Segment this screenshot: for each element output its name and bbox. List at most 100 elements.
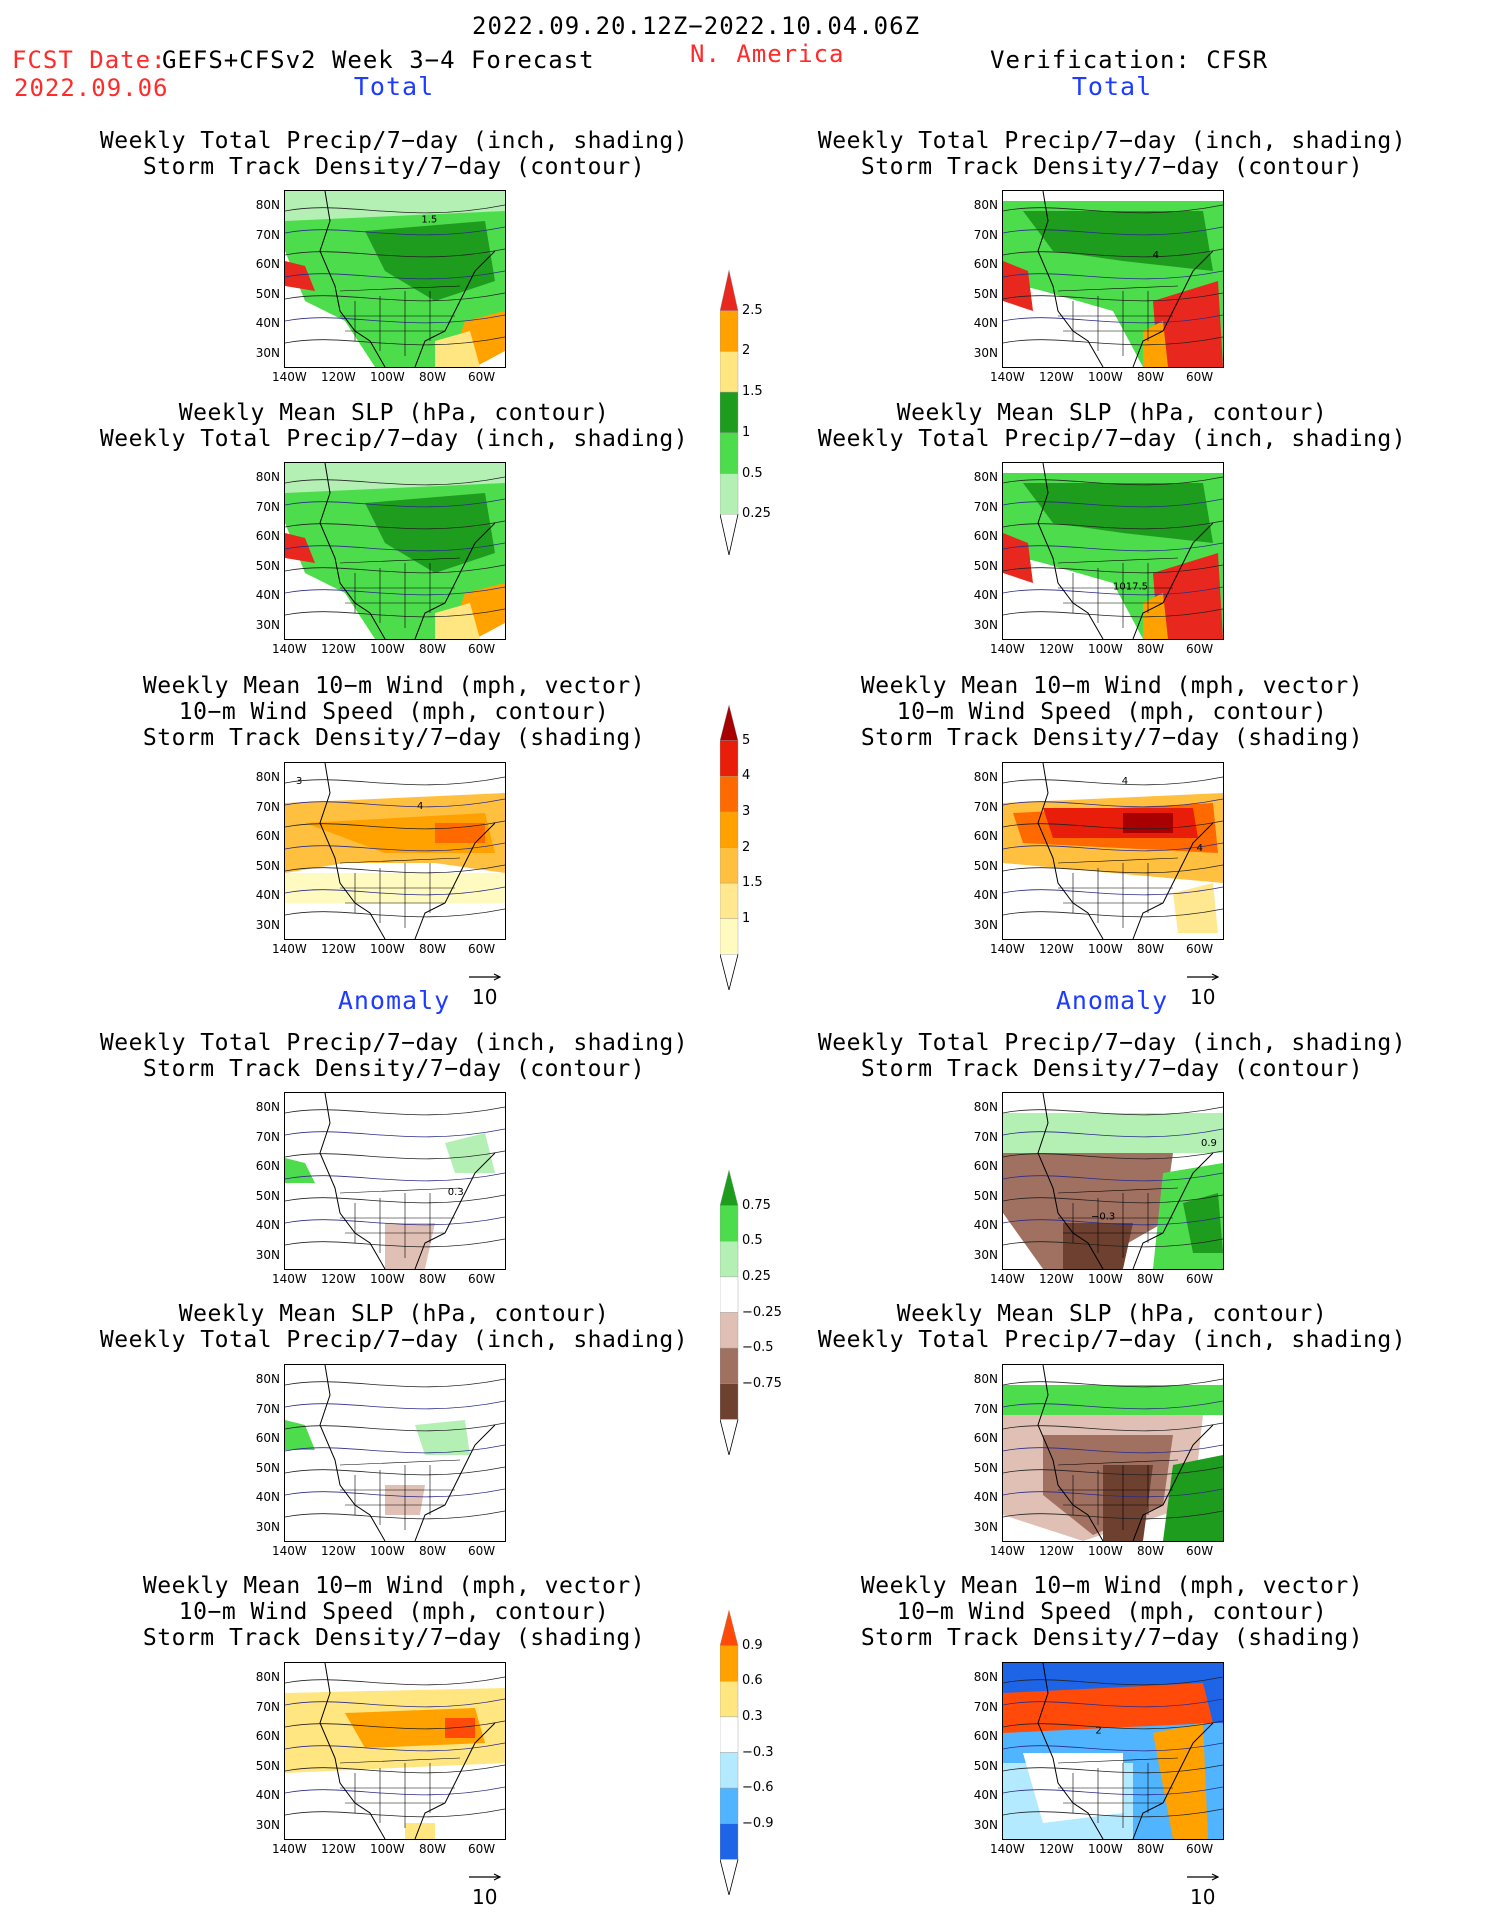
longitude-label: 100W: [370, 1842, 405, 1856]
contour-line: [1003, 798, 1223, 808]
latitude-label: 50N: [255, 858, 280, 873]
longitude-label: 80W: [419, 370, 447, 384]
state-borders: [1057, 1459, 1179, 1530]
colorbar-label: 1.5: [742, 875, 763, 891]
contour-value-label: 2: [1095, 1725, 1101, 1736]
colorbar-swatch: [720, 847, 739, 884]
state-borders: [1057, 285, 1179, 356]
latitude-label: 60N: [973, 529, 998, 543]
contour-line: [1003, 820, 1223, 830]
contour-line: [1003, 1172, 1223, 1182]
title-line: Storm Track Density/7−day (shading): [142, 1625, 646, 1651]
latitude-label: 60N: [973, 257, 998, 271]
colorbar-precip_total: [720, 270, 739, 555]
map-canvas: 2: [1003, 1663, 1223, 1839]
title-line: 10−m Wind Speed (mph, contour): [178, 699, 610, 725]
title-line: Storm Track Density/7−day (contour): [860, 1056, 1364, 1082]
panel-title-fcst-anom-wind: Weekly Mean 10−m Wind (mph, vector) 10−m…: [74, 1573, 714, 1651]
shading-region: [1043, 808, 1198, 838]
state-borders: [339, 857, 461, 928]
colorbar-swatch: [720, 1170, 739, 1206]
title-line: Weekly Mean SLP (hPa, contour): [178, 1301, 610, 1327]
shading-region: [445, 1133, 495, 1173]
contour-line: [1003, 1698, 1223, 1708]
contour-line: [1003, 1422, 1223, 1432]
latitude-label: 70N: [973, 227, 998, 242]
map-canvas: 1017.5: [1003, 463, 1223, 639]
shading-region: [1143, 593, 1168, 639]
colorbar-swatch: [720, 1681, 739, 1718]
longitude-label: 140W: [990, 642, 1025, 656]
latitude-label: 70N: [973, 799, 998, 814]
colorbar-swatch: [720, 1205, 739, 1242]
title-line: Storm Track Density/7−day (contour): [142, 1056, 646, 1082]
latitude-label: 50N: [973, 558, 998, 573]
colorbar-swatch: [720, 1823, 739, 1860]
longitude-label: 80W: [419, 1842, 447, 1856]
latitude-label: 70N: [255, 227, 280, 242]
map-obs-anom-slp: [1002, 1364, 1224, 1542]
map-obs-total-slp: 1017.5: [1002, 462, 1224, 640]
latitude-label: 30N: [255, 917, 280, 932]
colorbar-precip_anom: [720, 1170, 739, 1455]
contour-line: [1003, 1150, 1223, 1160]
shading-region: [405, 1823, 435, 1839]
longitude-label: 140W: [990, 1544, 1025, 1558]
state-borders: [339, 557, 461, 628]
latitude-label: 80N: [973, 1670, 998, 1684]
contour-value-label: 4: [1153, 250, 1159, 261]
longitude-label: 60W: [1186, 1842, 1214, 1856]
contour-line: [285, 1378, 505, 1388]
contour-line: [285, 798, 505, 808]
longitude-label: 140W: [990, 942, 1025, 956]
arrow-right-icon: [1187, 1873, 1220, 1881]
colorbar-swatch: [720, 1276, 739, 1313]
map-obs-anom-wind: 2: [1002, 1662, 1224, 1840]
contour-line: [1003, 1378, 1223, 1388]
longitude-label: 100W: [1088, 1842, 1123, 1856]
longitude-label: 100W: [1088, 370, 1123, 384]
latitude-label: 70N: [255, 1699, 280, 1714]
latitude-label: 80N: [255, 1372, 280, 1386]
shading-region: [285, 1420, 315, 1450]
contour-line: [285, 908, 505, 918]
contour-line: [285, 542, 505, 552]
title-line: Weekly Mean 10−m Wind (mph, vector): [142, 1573, 646, 1599]
longitude-label: 60W: [468, 1842, 496, 1856]
contour-value-label: 0.3: [448, 1187, 464, 1198]
longitude-label: 60W: [468, 1272, 496, 1286]
map-canvas: 43: [285, 763, 505, 939]
latitude-label: 50N: [973, 1460, 998, 1475]
colorbar-tail: [720, 514, 739, 555]
contour-line: [285, 226, 505, 236]
map-fcst-total-precip: 1.5: [284, 190, 506, 368]
latitude-label: 50N: [255, 1758, 280, 1773]
latitude-label: 30N: [973, 345, 998, 360]
longitude-label: 140W: [272, 1842, 307, 1856]
contour-line: [1003, 1106, 1223, 1116]
arrow-right-icon: [469, 973, 502, 981]
map-fcst-anom-wind: [284, 1662, 506, 1840]
shading-region: [435, 331, 480, 367]
contour-line: [285, 270, 505, 280]
colorbar-swatch: [720, 1645, 739, 1682]
shading-region: [365, 493, 495, 573]
longitude-label: 140W: [272, 370, 307, 384]
colorbar-label: −0.25: [742, 1304, 782, 1320]
colorbar-storm_total: [720, 705, 739, 990]
title-line: Storm Track Density/7−day (contour): [142, 154, 646, 180]
colorbar-swatch: [720, 1312, 739, 1349]
region-title: N. America: [690, 40, 845, 68]
latitude-label: 60N: [255, 1729, 280, 1743]
colorbar-swatch: [720, 811, 739, 848]
shading-region: [285, 1158, 315, 1183]
longitude-label: 120W: [321, 1272, 356, 1286]
colorbar-label: −0.75: [742, 1375, 782, 1391]
latitude-label: 70N: [255, 1129, 280, 1144]
longitude-label: 100W: [370, 370, 405, 384]
contour-line: [285, 1422, 505, 1432]
latitude-label: 50N: [255, 558, 280, 573]
map-canvas: 0.9 −0.3: [1003, 1093, 1223, 1269]
contour-line: [285, 1808, 505, 1818]
map-obs-total-precip: 4: [1002, 190, 1224, 368]
